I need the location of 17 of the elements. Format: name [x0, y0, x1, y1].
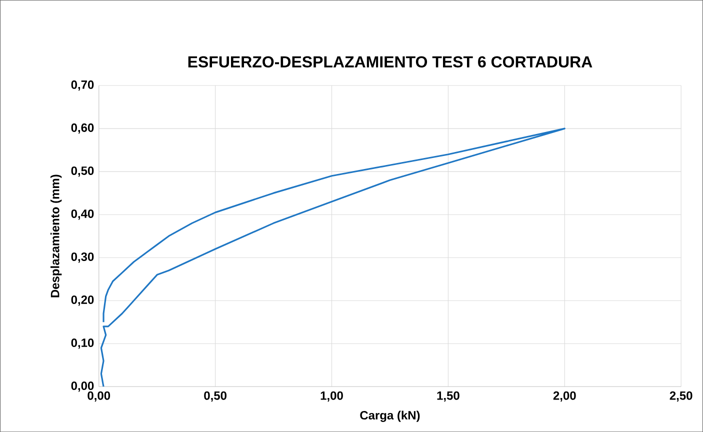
y-tick-label: 0,20 — [71, 295, 94, 306]
x-tick-label: 0,50 — [204, 391, 226, 402]
chart-title: ESFUERZO-DESPLAZAMIENTO TEST 6 CORTADURA — [188, 56, 592, 68]
y-tick-label: 0,10 — [71, 338, 94, 349]
y-tick-label: 0,00 — [71, 381, 94, 392]
y-tick-label: 0,70 — [71, 80, 94, 91]
y-tick-label: 0,30 — [71, 252, 94, 263]
x-tick-label: 1,50 — [437, 391, 460, 402]
x-tick-label: 2,00 — [553, 391, 576, 402]
y-tick-label: 0,50 — [71, 166, 94, 177]
y-tick-label: 0,40 — [71, 209, 94, 220]
x-tick-label: 0,00 — [88, 391, 110, 402]
y-tick-label: 0,60 — [71, 123, 94, 134]
x-axis-title: Carga (kN) — [360, 410, 420, 422]
x-tick-label: 1,00 — [320, 391, 343, 402]
y-axis-title: Desplazamiento (mm) — [50, 174, 62, 298]
x-tick-label: 2,50 — [670, 391, 692, 402]
